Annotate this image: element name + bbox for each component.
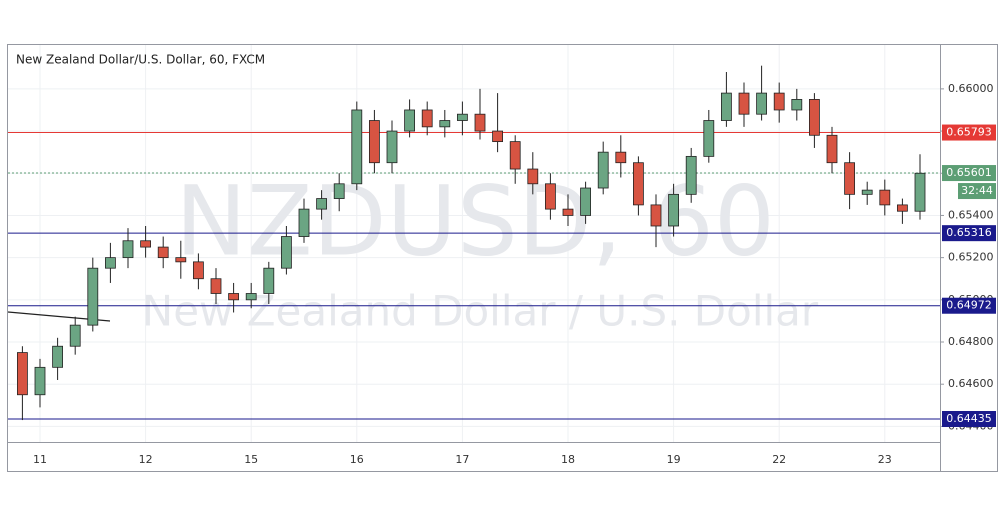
candle-body <box>668 193 679 227</box>
y-tick-label: 0.64800 <box>948 335 994 348</box>
candle-body <box>685 155 697 195</box>
countdown-box <box>958 183 996 200</box>
price-level-label: 0.65793 <box>946 126 992 139</box>
countdown-label: 32:44 <box>961 184 993 197</box>
x-tick-label: 23 <box>878 453 892 466</box>
candle-body <box>280 236 292 269</box>
candle-body <box>633 162 644 206</box>
candle-body <box>368 120 380 164</box>
x-tick-label: 17 <box>455 453 469 466</box>
watermark: NZDUSD, 60 <box>175 165 775 277</box>
candle-body <box>351 109 363 185</box>
candle-body <box>175 257 187 263</box>
candle-body <box>562 208 574 216</box>
y-tick-label: 0.65400 <box>948 208 994 221</box>
chart-frame <box>7 44 998 472</box>
candle-body <box>721 92 732 121</box>
candle-body <box>844 162 855 195</box>
candle-body <box>615 151 627 164</box>
candle-body <box>333 183 345 199</box>
candle-body <box>210 278 222 294</box>
candle-body <box>492 130 504 143</box>
x-tick-label: 16 <box>350 453 364 466</box>
candle-body <box>386 130 398 164</box>
price-level-box <box>942 225 996 242</box>
candle-body <box>298 208 310 237</box>
last-price-label: 0.65601 <box>946 166 992 179</box>
candle-body <box>316 198 328 210</box>
candle-body <box>650 204 662 227</box>
candle-body <box>192 261 204 280</box>
candle-body <box>16 352 28 396</box>
x-tick-label: 11 <box>33 453 47 466</box>
candle-body <box>474 113 486 132</box>
candle-body <box>228 293 240 301</box>
chart-title: New Zealand Dollar/U.S. Dollar, 60, FXCM <box>16 53 265 67</box>
price-level-box <box>942 411 996 428</box>
candle-body <box>157 246 169 259</box>
candle-body <box>105 257 116 269</box>
candle-body <box>703 120 715 157</box>
candle-body <box>263 267 275 294</box>
candle-body <box>809 99 820 136</box>
price-level-label: 0.64435 <box>946 412 992 425</box>
price-level-box <box>942 297 996 314</box>
x-tick-label: 15 <box>244 453 258 466</box>
x-tick-label: 19 <box>667 453 681 466</box>
candle-body <box>580 187 591 216</box>
candle-body <box>122 240 134 259</box>
candle-body <box>738 92 750 115</box>
last-price-box <box>942 165 996 182</box>
y-tick-label: 0.65200 <box>948 251 994 264</box>
candle-body <box>756 92 767 115</box>
candle-body <box>34 366 46 396</box>
price-level-label: 0.64972 <box>946 299 992 312</box>
x-tick-label: 18 <box>561 453 575 466</box>
candle-body <box>861 189 873 195</box>
watermark-subtitle: New Zealand Dollar / U.S. Dollar <box>142 287 819 336</box>
candle-body <box>439 120 451 128</box>
price-level-box <box>942 124 996 141</box>
candle-body <box>509 141 521 170</box>
candle-body <box>545 183 556 210</box>
y-tick-label: 0.64600 <box>948 377 994 390</box>
candle-body <box>791 99 803 111</box>
candle-body <box>69 324 81 347</box>
candle-body <box>914 172 926 212</box>
candle-body <box>52 345 63 368</box>
candle-body <box>597 151 609 189</box>
candle-body <box>897 204 908 212</box>
candle-body <box>879 189 891 206</box>
candle-body <box>826 134 838 164</box>
plot <box>8 65 940 421</box>
candle-body <box>527 168 539 185</box>
candle-body <box>87 267 99 326</box>
candle-body <box>773 92 785 111</box>
candle-body <box>456 113 468 121</box>
candle-body <box>421 109 433 128</box>
price-level-label: 0.65316 <box>946 226 992 239</box>
y-tick-label: 0.66000 <box>948 82 994 95</box>
candle-body <box>245 293 257 301</box>
candle-body <box>404 109 416 132</box>
candle-body <box>140 240 152 248</box>
x-tick-label: 12 <box>139 453 153 466</box>
x-tick-label: 22 <box>772 453 786 466</box>
